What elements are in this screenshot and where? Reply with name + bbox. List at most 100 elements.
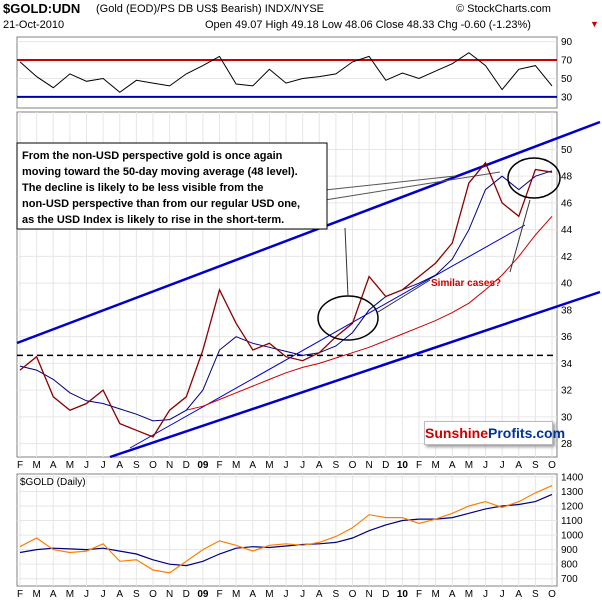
- y-tick-label: 44: [561, 225, 573, 236]
- sunshine-profits-logo: SunshineProfits.com: [424, 421, 565, 445]
- y-tick-label: 800: [561, 560, 578, 571]
- gold-panel: [16, 473, 558, 587]
- x-tick-label: D: [382, 589, 389, 600]
- gold-panel-title: $GOLD (Daily): [20, 477, 86, 488]
- x-tick-label: M: [32, 460, 40, 471]
- x-tick-label: S: [333, 460, 340, 471]
- credit: © StockCharts.com: [456, 3, 551, 15]
- price-x-axis: F M A M J J A S O N D 09 F M A M J J A S O N D 10 F M A M J J A S O: [17, 460, 556, 471]
- x-tick-label: J: [284, 589, 289, 600]
- x-tick-label: O: [349, 589, 357, 600]
- x-tick-label: S: [133, 589, 140, 600]
- rsi-y-axis: 30 50 70 90: [561, 37, 573, 103]
- y-tick-label: 40: [561, 279, 573, 290]
- x-tick-label: O: [349, 460, 357, 471]
- x-tick-label: M: [66, 460, 74, 471]
- x-tick-label: A: [316, 460, 323, 471]
- x-tick-label: A: [449, 460, 456, 471]
- x-tick-label: J: [101, 589, 106, 600]
- x-tick-label: A: [515, 460, 522, 471]
- x-tick-label: 09: [197, 589, 209, 600]
- x-tick-label: A: [515, 589, 522, 600]
- x-tick-label: M: [431, 589, 439, 600]
- x-tick-label: D: [382, 460, 389, 471]
- annotation-line-2: moving toward the 50-day moving average …: [22, 166, 298, 178]
- x-tick-label: 09: [197, 460, 209, 471]
- y-tick-label: 50: [561, 145, 573, 156]
- x-tick-label: 10: [397, 460, 409, 471]
- y-tick-label: 32: [561, 386, 573, 397]
- gold-x-axis: F M A M J J A S O N D 09 F M A M J J A S O N D 10 F M A M J J A S O: [17, 589, 556, 600]
- x-tick-label: M: [265, 589, 273, 600]
- chart-date: 21-Oct-2010: [3, 19, 65, 31]
- x-tick-label: J: [300, 460, 305, 471]
- ma50-line: [19, 170, 553, 422]
- y-tick-label: 1300: [561, 487, 584, 498]
- x-tick-label: J: [300, 589, 305, 600]
- y-tick-label: 70: [561, 56, 573, 67]
- x-tick-label: F: [216, 589, 222, 600]
- x-tick-label: N: [366, 460, 373, 471]
- y-tick-label: 50: [561, 74, 573, 85]
- circle-2010: [507, 157, 561, 199]
- quote-line: Open 49.07 High 49.18 Low 48.06 Close 48…: [205, 19, 531, 31]
- x-tick-label: J: [500, 460, 505, 471]
- x-tick-label: A: [249, 460, 256, 471]
- x-tick-label: O: [548, 460, 556, 471]
- gold-price-line: [19, 485, 553, 574]
- x-tick-label: S: [133, 460, 140, 471]
- x-tick-label: A: [316, 589, 323, 600]
- x-tick-label: A: [249, 589, 256, 600]
- x-tick-label: S: [333, 589, 340, 600]
- price-line: [19, 161, 553, 438]
- similar-pointer-right: [509, 199, 531, 273]
- y-tick-label: 700: [561, 574, 578, 585]
- x-tick-label: 10: [397, 589, 409, 600]
- x-tick-label: O: [149, 589, 157, 600]
- x-tick-label: A: [50, 589, 57, 600]
- x-tick-label: J: [483, 460, 488, 471]
- x-tick-label: S: [532, 589, 539, 600]
- x-tick-label: J: [84, 589, 89, 600]
- x-tick-label: J: [101, 460, 106, 471]
- pointer-line-1: [324, 175, 456, 191]
- x-tick-label: M: [465, 460, 473, 471]
- y-tick-label: 46: [561, 198, 573, 209]
- y-tick-label: 1400: [561, 472, 584, 483]
- annotation-box: [16, 142, 328, 230]
- rising-support-line: [129, 224, 526, 449]
- x-tick-label: M: [265, 460, 273, 471]
- similar-pointer-left: [377, 279, 431, 313]
- y-tick-label: 90: [561, 37, 573, 48]
- x-tick-label: M: [32, 589, 40, 600]
- x-tick-label: J: [483, 589, 488, 600]
- x-tick-label: A: [50, 460, 57, 471]
- x-tick-label: A: [116, 589, 123, 600]
- x-tick-label: O: [548, 589, 556, 600]
- x-tick-label: J: [500, 589, 505, 600]
- y-tick-label: 48: [561, 172, 573, 183]
- x-tick-label: D: [183, 589, 190, 600]
- y-tick-label: 1200: [561, 502, 584, 513]
- rsi-levels: [17, 59, 557, 98]
- x-tick-label: D: [183, 460, 190, 471]
- down-triangle-icon: ▼: [590, 19, 599, 29]
- annotation-line-4: non-USD perspective than from our regula…: [22, 198, 300, 210]
- x-tick-label: J: [84, 460, 89, 471]
- y-tick-label: 30: [561, 92, 573, 103]
- price-y-axis: 28 30 32 34 36 38 40 42 44 46 48 50: [561, 145, 573, 450]
- annotation-line-3: The decline is likely to be less visible…: [22, 182, 263, 194]
- x-tick-label: M: [232, 589, 240, 600]
- x-tick-label: M: [66, 589, 74, 600]
- gold-y-axis: 700 800 900 1000 1100 1200 1300 1400: [561, 472, 584, 585]
- annotation-line-1: From the non-USD perspective gold is onc…: [22, 150, 283, 162]
- y-tick-label: 30: [561, 412, 573, 423]
- symbol-title: $GOLD:UDN: [3, 1, 81, 16]
- annotation-line-5: as the USD Index is likely to rise in th…: [22, 214, 284, 226]
- x-tick-label: J: [284, 460, 289, 471]
- x-tick-label: A: [116, 460, 123, 471]
- x-tick-label: F: [17, 460, 23, 471]
- symbol-description: (Gold (EOD)/PS DB US$ Bearish) INDX/NYSE: [96, 3, 325, 15]
- x-tick-label: M: [431, 460, 439, 471]
